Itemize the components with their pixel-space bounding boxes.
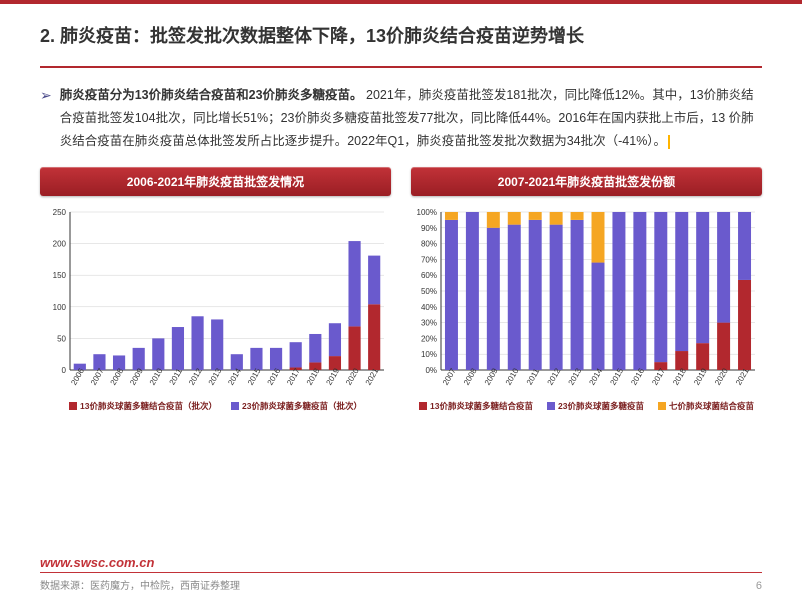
legend-swatch bbox=[419, 402, 427, 410]
svg-text:30%: 30% bbox=[421, 319, 437, 328]
footer: www.swsc.com.cn 数据来源：医药魔方，中检院，西南证券整理 bbox=[40, 555, 762, 592]
chevron-icon: ➢ bbox=[40, 84, 52, 153]
footer-source: 数据来源：医药魔方，中检院，西南证券整理 bbox=[40, 577, 762, 592]
svg-text:70%: 70% bbox=[421, 256, 437, 265]
chart-left: 0501001502002502006200720082009201020112… bbox=[40, 206, 391, 412]
body: ➢ 肺炎疫苗分为13价肺炎结合疫苗和23价肺炎多糖疫苗。 2021年，肺炎疫苗批… bbox=[0, 68, 802, 412]
svg-text:60%: 60% bbox=[421, 272, 437, 281]
svg-text:90%: 90% bbox=[421, 224, 437, 233]
legend-item: 13价肺炎球菌多糖结合疫苗（批次） bbox=[69, 400, 217, 412]
chart-right: 0%10%20%30%40%50%60%70%80%90%100%2007200… bbox=[411, 206, 762, 412]
charts-row: 0501001502002502006200720082009201020112… bbox=[40, 206, 762, 412]
svg-text:200: 200 bbox=[53, 240, 67, 249]
legend-swatch bbox=[658, 402, 666, 410]
svg-text:10%: 10% bbox=[421, 351, 437, 360]
svg-text:80%: 80% bbox=[421, 240, 437, 249]
chart-title-right: 2007-2021年肺炎疫苗批签发份额 bbox=[411, 167, 762, 196]
page-title: 2. 肺炎疫苗：批签发批次数据整体下降，13价肺炎结合疫苗逆势增长 bbox=[40, 22, 762, 48]
legend-swatch bbox=[547, 402, 555, 410]
svg-text:20%: 20% bbox=[421, 335, 437, 344]
legend-item: 13价肺炎球菌多糖结合疫苗 bbox=[419, 400, 533, 412]
bullet-paragraph: ➢ 肺炎疫苗分为13价肺炎结合疫苗和23价肺炎多糖疫苗。 2021年，肺炎疫苗批… bbox=[40, 84, 762, 153]
legend-item: 23价肺炎球菌多糖疫苗（批次） bbox=[231, 400, 362, 412]
legend-item: 23价肺炎球菌多糖疫苗 bbox=[547, 400, 644, 412]
legend-item: 七价肺炎球菌结合疫苗 bbox=[658, 400, 754, 412]
chart-title-left: 2006-2021年肺炎疫苗批签发情况 bbox=[40, 167, 391, 196]
page-number: 6 bbox=[756, 580, 762, 592]
svg-text:0: 0 bbox=[62, 366, 67, 375]
svg-text:40%: 40% bbox=[421, 303, 437, 312]
chart-right-legend: 13价肺炎球菌多糖结合疫苗 23价肺炎球菌多糖疫苗 七价肺炎球菌结合疫苗 bbox=[411, 400, 762, 412]
footer-line bbox=[40, 572, 762, 573]
svg-text:50: 50 bbox=[57, 335, 66, 344]
chart-right-svg: 0%10%20%30%40%50%60%70%80%90%100%2007200… bbox=[411, 206, 761, 396]
legend-swatch bbox=[231, 402, 239, 410]
footer-url: www.swsc.com.cn bbox=[40, 555, 762, 570]
header: 2. 肺炎疫苗：批签发批次数据整体下降，13价肺炎结合疫苗逆势增长 bbox=[0, 4, 802, 58]
cursor-icon bbox=[668, 135, 670, 149]
paragraph-text: 肺炎疫苗分为13价肺炎结合疫苗和23价肺炎多糖疫苗。 2021年，肺炎疫苗批签发… bbox=[60, 84, 762, 153]
legend-swatch bbox=[69, 402, 77, 410]
svg-text:250: 250 bbox=[53, 208, 67, 217]
paragraph-bold: 肺炎疫苗分为13价肺炎结合疫苗和23价肺炎多糖疫苗。 bbox=[60, 88, 363, 102]
chart-left-svg: 0501001502002502006200720082009201020112… bbox=[40, 206, 390, 396]
chart-title-row: 2006-2021年肺炎疫苗批签发情况 2007-2021年肺炎疫苗批签发份额 bbox=[40, 167, 762, 196]
svg-text:150: 150 bbox=[53, 272, 67, 281]
svg-text:0%: 0% bbox=[425, 366, 437, 375]
chart-left-legend: 13价肺炎球菌多糖结合疫苗（批次） 23价肺炎球菌多糖疫苗（批次） bbox=[40, 400, 391, 412]
svg-text:50%: 50% bbox=[421, 287, 437, 296]
svg-text:100: 100 bbox=[53, 303, 67, 312]
svg-text:100%: 100% bbox=[417, 208, 437, 217]
